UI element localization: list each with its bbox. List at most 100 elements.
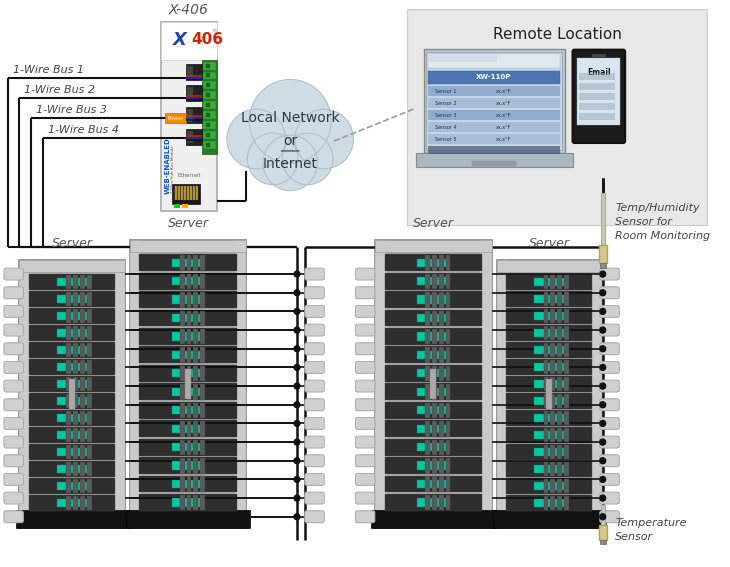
Bar [193, 421, 199, 437]
Bar [80, 394, 85, 408]
Bar [580, 94, 615, 100]
Bar [207, 103, 210, 107]
Circle shape [600, 421, 606, 426]
Text: xx.x°F: xx.x°F [496, 89, 511, 94]
Bar [180, 311, 185, 326]
Bar [550, 309, 556, 323]
Text: 1-Wire Bus 1: 1-Wire Bus 1 [12, 65, 84, 75]
Bar [139, 254, 237, 271]
Bar [432, 421, 437, 437]
FancyBboxPatch shape [305, 361, 324, 374]
Bar [445, 311, 450, 326]
Text: Sensor 2: Sensor 2 [435, 101, 457, 106]
FancyBboxPatch shape [305, 473, 324, 485]
Bar [425, 439, 430, 455]
FancyBboxPatch shape [4, 436, 23, 448]
Bar [187, 131, 193, 143]
Bar [73, 360, 78, 374]
Bar [445, 274, 450, 289]
Bar [73, 479, 78, 493]
Bar [180, 348, 185, 363]
Bar [544, 360, 548, 374]
Circle shape [600, 327, 606, 333]
Bar [73, 394, 78, 408]
Bar [180, 292, 185, 307]
Circle shape [294, 495, 300, 501]
Bar [66, 496, 72, 510]
Circle shape [263, 135, 318, 191]
Bar [534, 363, 564, 371]
Bar [417, 406, 450, 414]
FancyBboxPatch shape [356, 361, 375, 374]
Bar [445, 439, 450, 455]
Text: 1-Wire Bus 3: 1-Wire Bus 3 [36, 105, 107, 115]
Bar [80, 309, 85, 323]
Text: Power: Power [167, 116, 183, 121]
Bar [139, 310, 237, 327]
Text: 1-Wire Bus 2: 1-Wire Bus 2 [24, 86, 96, 95]
Bar [429, 134, 560, 144]
Bar [564, 377, 569, 391]
FancyBboxPatch shape [305, 436, 324, 448]
FancyBboxPatch shape [305, 343, 324, 355]
Bar [180, 476, 185, 492]
FancyBboxPatch shape [356, 343, 375, 355]
Bar [186, 64, 201, 79]
FancyBboxPatch shape [305, 511, 324, 523]
Bar [557, 360, 562, 374]
Circle shape [294, 271, 300, 277]
Bar [550, 275, 556, 289]
Bar [507, 359, 592, 375]
Bar [66, 275, 72, 289]
Bar [182, 204, 188, 208]
Bar [113, 260, 125, 528]
Bar [73, 326, 78, 340]
Bar [507, 325, 592, 341]
Text: Sensor 1: Sensor 1 [435, 89, 457, 94]
Bar [164, 113, 186, 123]
FancyBboxPatch shape [4, 511, 23, 523]
Bar [432, 384, 437, 400]
Bar [544, 394, 548, 408]
Bar [425, 495, 430, 510]
Bar [58, 329, 87, 337]
Bar [432, 403, 437, 418]
FancyBboxPatch shape [600, 361, 619, 374]
Circle shape [600, 290, 606, 296]
Bar [193, 458, 199, 473]
FancyBboxPatch shape [356, 268, 375, 280]
Bar [29, 496, 115, 511]
Bar [600, 540, 606, 544]
Bar [207, 123, 210, 127]
Text: Ethernet: Ethernet [177, 173, 201, 178]
Bar [544, 326, 548, 340]
Bar [196, 186, 198, 200]
Circle shape [186, 115, 193, 122]
Bar [139, 346, 237, 363]
Circle shape [600, 271, 606, 277]
Bar [58, 500, 87, 507]
Text: 1-Wire Hub Bus Module: 1-Wire Hub Bus Module [172, 145, 175, 193]
Bar [423, 49, 565, 153]
Bar [425, 366, 430, 382]
Bar [172, 480, 204, 488]
Circle shape [247, 133, 298, 185]
Bar [385, 273, 482, 290]
Circle shape [295, 109, 353, 169]
Text: X: X [173, 31, 187, 49]
Bar [139, 476, 237, 493]
Bar [172, 314, 204, 322]
Circle shape [294, 290, 300, 296]
Bar [129, 240, 141, 528]
Bar [80, 445, 85, 459]
Bar [432, 329, 437, 344]
FancyBboxPatch shape [356, 492, 375, 504]
Bar [200, 329, 205, 344]
Bar [29, 445, 115, 460]
FancyBboxPatch shape [356, 287, 375, 299]
FancyBboxPatch shape [356, 306, 375, 318]
Bar [193, 311, 199, 326]
Bar [599, 246, 607, 263]
Bar [126, 510, 250, 528]
Bar [139, 328, 237, 345]
